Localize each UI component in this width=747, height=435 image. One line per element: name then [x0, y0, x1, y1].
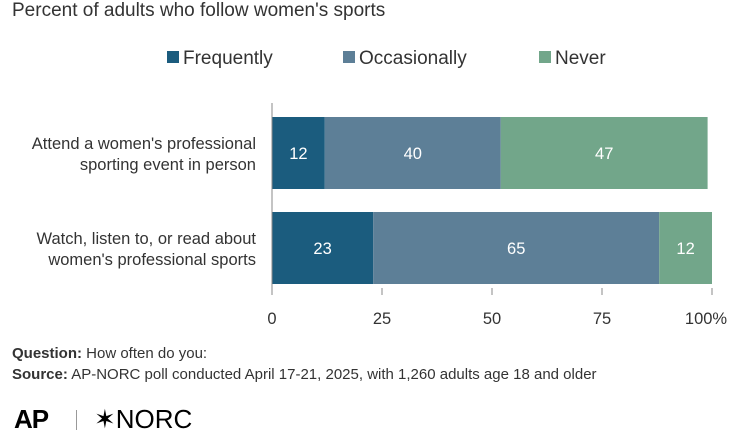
legend-label-never: Never [555, 48, 606, 69]
legend: Frequently Occasionally Never [167, 48, 606, 69]
bar-never-row-1 [500, 117, 708, 189]
x-tick-label-25: 25 [373, 310, 391, 328]
data-label-never-row-1: 47 [595, 145, 613, 163]
data-label-occasionally-row-1: 40 [404, 145, 422, 163]
category-labels: Attend a women's professional sporting ev… [32, 135, 257, 269]
legend-swatch-never [539, 51, 551, 63]
x-tick-label-0: 0 [267, 310, 276, 328]
bar-frequently-row-2 [272, 212, 374, 284]
legend-swatch-occasionally [343, 51, 355, 63]
ap-logo: AP [14, 404, 49, 434]
category-label-2-line-2: women's professional sports [47, 251, 256, 269]
bar-occasionally-row-2 [373, 212, 660, 284]
category-label-1-line-2: sporting event in person [80, 156, 256, 174]
x-tick-label-75: 75 [593, 310, 611, 328]
question-label: Question: [12, 345, 82, 362]
data-label-occasionally-row-2: 65 [507, 240, 525, 258]
data-label-never-row-2: 12 [676, 240, 694, 258]
source-text: AP-NORC poll conducted April 17-21, 2025… [67, 366, 597, 383]
source-label: Source: [12, 366, 68, 383]
bar-never-row-2 [659, 212, 712, 284]
bar-frequently-row-1 [272, 117, 325, 189]
legend-label-occasionally: Occasionally [359, 48, 467, 69]
stacked-bar-chart: Frequently Occasionally Never Attend a wom… [32, 48, 728, 328]
category-label-1-line-1: Attend a women's professional [32, 135, 256, 153]
category-label-2-line-1: Watch, listen to, or read about [36, 230, 256, 248]
logo-divider [76, 410, 77, 430]
data-label-frequently-row-1: 12 [289, 145, 307, 163]
x-axis: 0 25 50 75 100% [267, 103, 727, 328]
question-note: Question: How often do you: [12, 345, 207, 362]
question-text: How often do you: [82, 345, 208, 362]
source-note: Source: AP-NORC poll conducted April 17-… [12, 366, 597, 383]
chart-title: Percent of adults who follow women's spo… [12, 0, 386, 21]
legend-label-frequently: Frequently [183, 48, 273, 69]
bars: 12 40 47 23 65 12 [272, 117, 712, 284]
bar-occasionally-row-1 [324, 117, 501, 189]
data-label-frequently-row-2: 23 [313, 240, 331, 258]
norc-logo: ✶NORC [94, 404, 193, 434]
x-tick-label-50: 50 [483, 310, 501, 328]
x-tick-label-100: 100% [685, 310, 728, 328]
legend-swatch-frequently [167, 51, 179, 63]
